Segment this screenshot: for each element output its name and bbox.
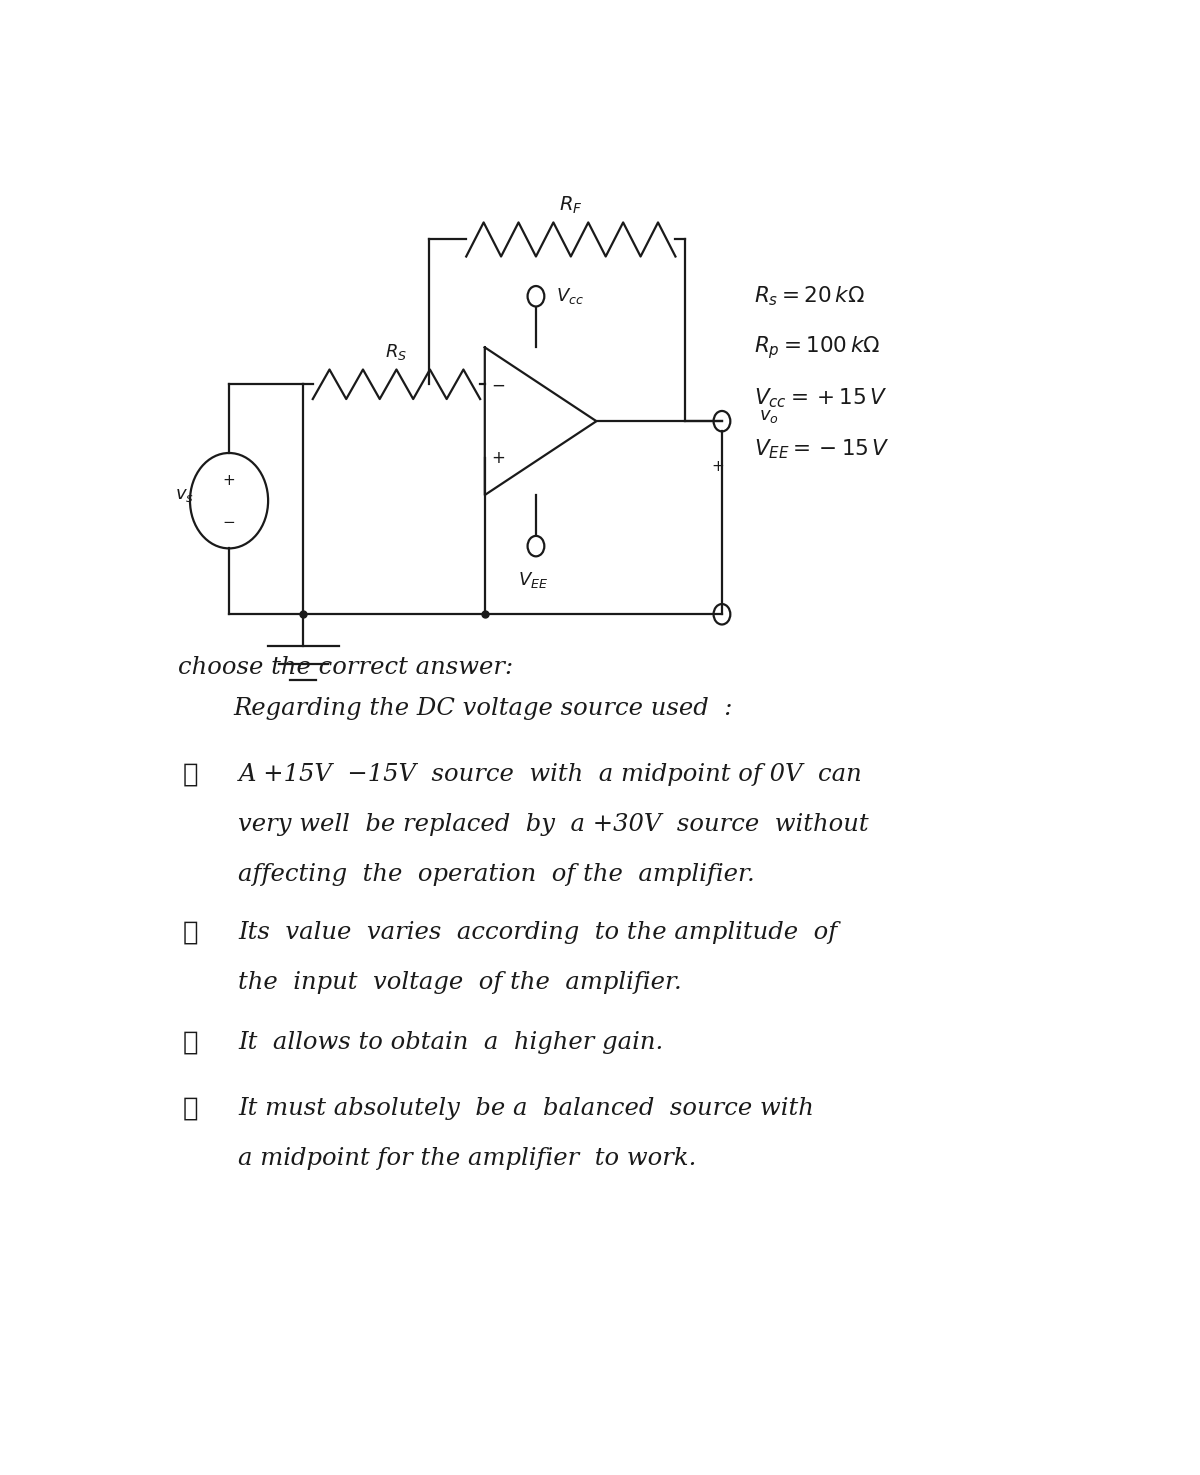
Text: ②: ② [182,920,198,945]
Text: ①: ① [182,763,198,786]
Text: $V_{cc} = +15\,V$: $V_{cc} = +15\,V$ [755,386,888,410]
Text: Regarding the DC voltage source used  :: Regarding the DC voltage source used : [234,698,733,720]
Text: $R_s = 20\,k\Omega$: $R_s = 20\,k\Omega$ [755,285,865,308]
Text: A +15V  −15V  source  with  a midpoint of 0V  can: A +15V −15V source with a midpoint of 0V… [239,763,862,786]
Text: affecting  the  operation  of the  amplifier.: affecting the operation of the amplifier… [239,863,755,886]
Text: $-$: $-$ [222,513,235,528]
Text: $+$: $+$ [491,448,505,468]
Text: $v_s$: $v_s$ [175,485,194,504]
Text: It must absolutely  be a  balanced  source with: It must absolutely be a balanced source … [239,1097,815,1120]
Text: a midpoint for the amplifier  to work.: a midpoint for the amplifier to work. [239,1146,697,1170]
Text: $V_{EE}$: $V_{EE}$ [518,571,548,590]
Text: Its  value  varies  according  to the amplitude  of: Its value varies according to the amplit… [239,920,838,944]
Text: $V_{cc}$: $V_{cc}$ [557,286,584,307]
Text: the  input  voltage  of the  amplifier.: the input voltage of the amplifier. [239,971,682,994]
Text: $R_S$: $R_S$ [385,342,408,363]
Text: very well  be replaced  by  a +30V  source  without: very well be replaced by a +30V source w… [239,813,869,836]
Text: $+$: $+$ [222,473,235,488]
Text: $V_{EE} = -15\,V$: $V_{EE} = -15\,V$ [755,438,890,462]
Text: ③: ③ [182,1030,198,1055]
Text: $R_p = 100\,k\Omega$: $R_p = 100\,k\Omega$ [755,333,881,361]
Text: It  allows to obtain  a  higher gain.: It allows to obtain a higher gain. [239,1031,664,1055]
Text: choose the correct answer:: choose the correct answer: [178,656,514,678]
Text: $+$: $+$ [710,459,724,473]
Text: $-$: $-$ [491,375,505,394]
Text: $v_o$: $v_o$ [760,407,779,425]
Text: ④: ④ [182,1096,198,1121]
Text: $R_F$: $R_F$ [559,195,582,215]
